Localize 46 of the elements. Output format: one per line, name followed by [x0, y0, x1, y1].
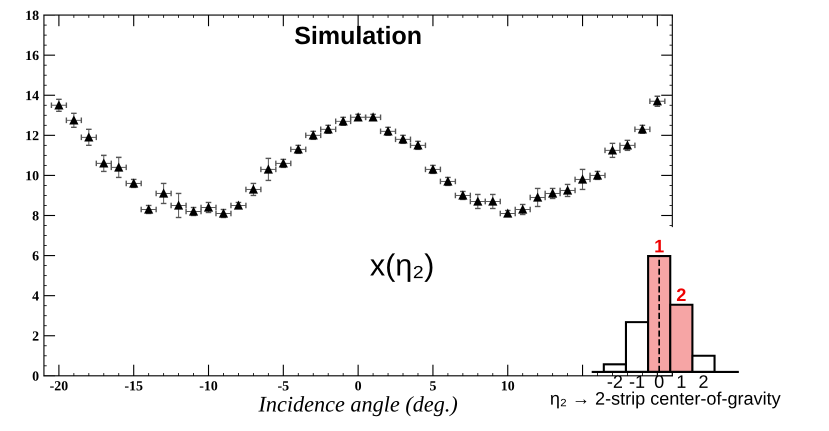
point — [84, 133, 93, 142]
annotation: 2 — [676, 288, 686, 302]
x-tick-label: -5 — [278, 381, 289, 390]
point — [54, 101, 64, 110]
chart-title: Simulation — [294, 26, 420, 44]
point — [159, 189, 168, 198]
y-tick-label: 6 — [32, 251, 39, 261]
point — [534, 193, 542, 202]
annotation: x(η₂) — [370, 253, 432, 282]
point — [234, 201, 243, 210]
x-tick-label: 0 — [654, 375, 664, 388]
y-tick-label: 4 — [32, 291, 39, 300]
point — [474, 197, 482, 206]
x-tick-label: 10 — [502, 381, 514, 390]
x-tick-label: 1 — [678, 375, 686, 388]
x-tick-label: -10 — [200, 381, 218, 390]
y-tick-label: 8 — [32, 211, 39, 220]
annotation: 1 — [655, 240, 664, 252]
y-tick-label: 2 — [32, 331, 38, 341]
x-tick-label: -1 — [630, 375, 644, 388]
point — [114, 163, 123, 172]
point — [368, 113, 378, 122]
x-tick-label: 2 — [699, 375, 708, 388]
y-tick-label: 10 — [26, 171, 39, 180]
point — [563, 186, 572, 195]
point — [264, 165, 273, 174]
x-axis-title: Incidence angle (deg.) — [258, 396, 458, 416]
x-tick-label: -20 — [50, 381, 68, 390]
y-tick-label: 16 — [26, 50, 39, 60]
y-tick-label: 14 — [26, 90, 39, 100]
point — [608, 146, 617, 155]
point — [354, 113, 362, 122]
x-tick-label: 5 — [430, 381, 436, 390]
x-axis-title: η₂ → 2-strip center-of-gravity — [550, 392, 781, 408]
point — [504, 209, 512, 218]
point — [174, 201, 183, 210]
x-tick-label: -15 — [124, 381, 142, 390]
y-tick-label: 18 — [26, 10, 39, 20]
point — [70, 116, 78, 124]
x-tick-label: 0 — [355, 381, 362, 390]
point — [249, 185, 258, 194]
point — [100, 159, 108, 168]
y-tick-label: 12 — [26, 130, 38, 140]
x-tick-label: -2 — [608, 375, 622, 388]
point — [578, 175, 587, 184]
point — [488, 197, 497, 206]
